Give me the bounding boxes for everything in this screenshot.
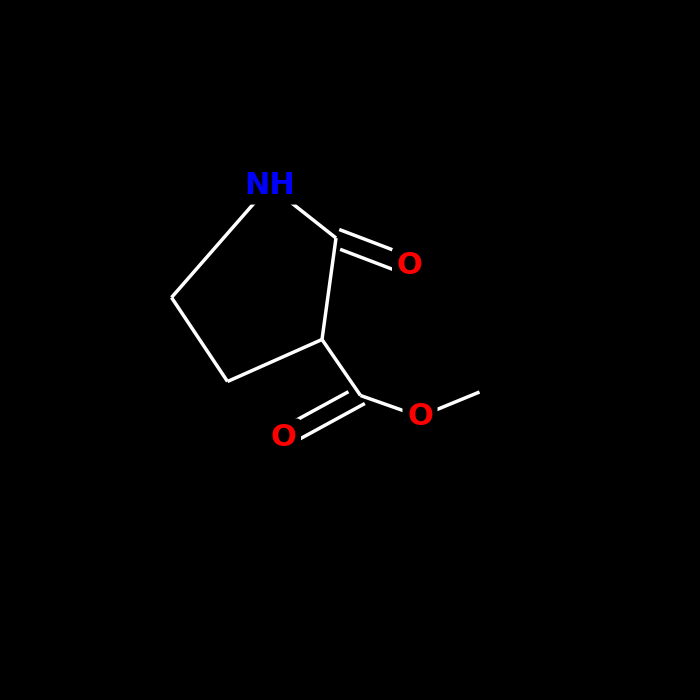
Text: O: O <box>271 423 296 452</box>
Text: O: O <box>397 251 422 281</box>
Text: O: O <box>407 402 433 431</box>
Text: NH: NH <box>244 171 295 200</box>
